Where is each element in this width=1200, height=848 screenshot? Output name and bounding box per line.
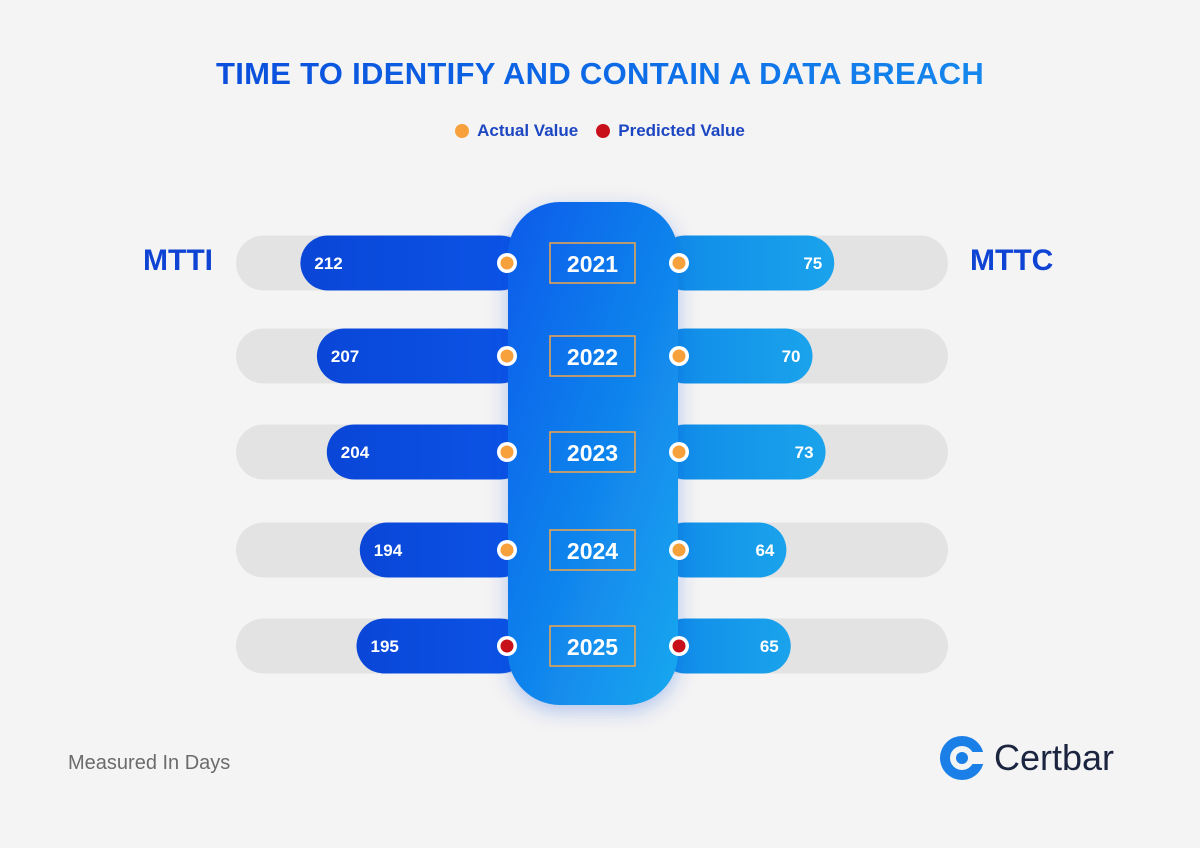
actual-marker (672, 445, 686, 459)
actual-marker (672, 349, 686, 363)
legend-item-actual: Actual Value (455, 121, 578, 141)
legend-label-actual: Actual Value (477, 121, 579, 140)
series-label-mtti: MTTI (143, 244, 213, 277)
mtti-bar (300, 235, 528, 291)
year-box (549, 242, 636, 284)
brand: Certbar (938, 734, 1114, 782)
year-label: 2022 (567, 344, 618, 370)
mtti-bar (359, 522, 528, 578)
predicted-marker-icon (596, 124, 611, 138)
mtti-value-label: 204 (341, 443, 370, 462)
mttc-bar (658, 235, 835, 291)
mtti-bar (316, 328, 528, 384)
year-box (549, 431, 636, 473)
mttc-bar (658, 424, 826, 480)
mttc-bar (658, 328, 813, 384)
footer-note: Measured In Days (68, 752, 231, 774)
chart-title: TIME TO IDENTIFY AND CONTAIN A DATA BREA… (0, 56, 1200, 92)
mttc-value-label: 64 (755, 541, 774, 560)
mtti-value-label: 207 (331, 347, 359, 366)
legend: Actual Value Predicted Value (0, 121, 1200, 141)
certbar-logo-icon (940, 736, 986, 780)
year-label: 2023 (567, 440, 618, 466)
year-label: 2024 (567, 538, 618, 564)
mtti-bar (356, 618, 528, 674)
mtti-bar (326, 424, 528, 480)
actual-marker (500, 543, 514, 557)
year-label: 2025 (567, 634, 618, 660)
legend-label-predicted: Predicted Value (618, 121, 745, 140)
mttc-value-label: 73 (795, 443, 814, 462)
series-label-mttc: MTTC (970, 244, 1054, 277)
legend-item-predicted: Predicted Value (596, 121, 745, 141)
mttc-bar (658, 618, 791, 674)
year-box (549, 529, 636, 571)
mtti-value-label: 195 (371, 637, 399, 656)
actual-marker (500, 349, 514, 363)
actual-marker (500, 445, 514, 459)
mtti-value-label: 194 (374, 541, 403, 560)
predicted-marker (672, 639, 686, 653)
mttc-bar (658, 522, 787, 578)
predicted-marker (500, 639, 514, 653)
mttc-value-label: 65 (760, 637, 779, 656)
mtti-value-label: 212 (314, 254, 342, 273)
year-label: 2021 (567, 251, 618, 277)
actual-marker (500, 256, 514, 270)
mttc-value-label: 75 (803, 254, 822, 273)
actual-marker-icon (455, 124, 470, 138)
actual-marker (672, 256, 686, 270)
mttc-value-label: 70 (782, 347, 801, 366)
actual-marker (672, 543, 686, 557)
center-year-pill (508, 202, 678, 705)
year-box (549, 335, 636, 377)
year-box (549, 625, 636, 667)
brand-name: Certbar (994, 737, 1115, 778)
